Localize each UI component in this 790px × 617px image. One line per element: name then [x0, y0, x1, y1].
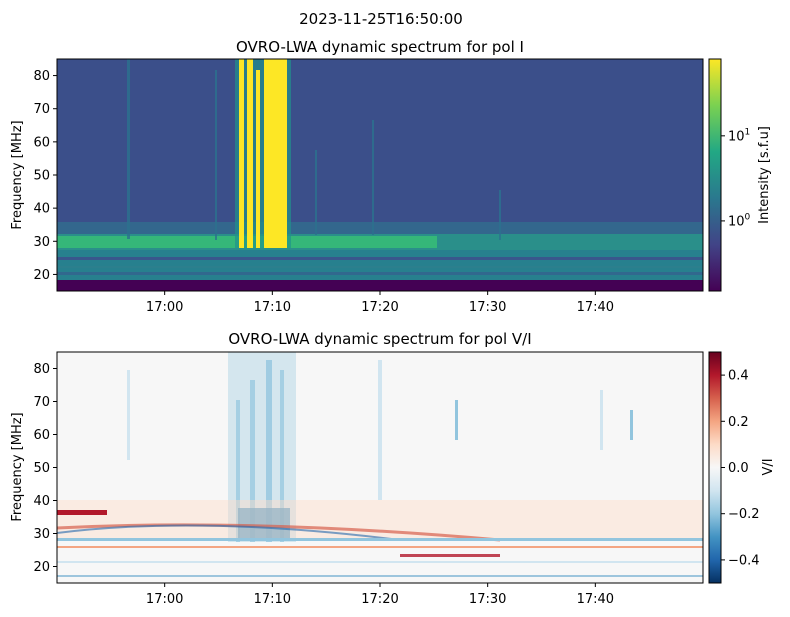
intensity-x-tick-label: 17:10 — [254, 300, 291, 315]
intensity-band-line-2 — [57, 266, 703, 268]
vi-colorbar-tick-label: 0.4 — [728, 369, 749, 384]
vi-faint-streaks — [127, 360, 633, 500]
intensity-streak-1 — [127, 59, 130, 239]
vi-y-tick-label: 50 — [33, 461, 50, 476]
intensity-streak-2 — [215, 70, 217, 240]
intensity-burst-strand-1 — [239, 59, 244, 248]
vi-streak-5 — [630, 410, 633, 440]
intensity-band-haze — [57, 222, 703, 234]
vi-band-arc-red — [57, 523, 501, 542]
vi-colorbar-tick-label: 0.2 — [728, 415, 749, 430]
vi-burst-strand-2 — [250, 380, 255, 542]
vi-band-haze — [57, 500, 703, 540]
intensity-y-tick-label: 60 — [33, 135, 50, 150]
intensity-band-line-3 — [57, 272, 703, 275]
vi-colorbar: 0.4 0.2 0.0 −0.2 −0.4 V/I — [708, 351, 776, 584]
vi-low-freq-bands — [57, 500, 703, 577]
panel-vi: OVRO-LWA dynamic spectrum for pol V/I — [10, 330, 776, 607]
intensity-y-axis: 20 30 40 50 60 70 80 Frequency [MHz] — [10, 69, 57, 283]
vi-y-ticks: 20 30 40 50 60 70 80 — [33, 362, 57, 575]
vi-band-red-2 — [57, 546, 703, 548]
intensity-band-teal — [57, 250, 703, 280]
intensity-colorbar-tick-label: 100 — [728, 212, 751, 229]
vi-band-blue-3 — [57, 575, 703, 577]
vi-y-tick-label: 80 — [33, 362, 50, 377]
vi-band-blue-1 — [57, 538, 703, 541]
panel-intensity: OVRO-LWA dynamic spectrum for pol I — [10, 38, 772, 315]
intensity-y-tick-label: 50 — [33, 169, 50, 184]
vi-x-tick-label: 17:40 — [577, 592, 614, 607]
vi-x-tick-label: 17:20 — [361, 592, 398, 607]
vi-burst-region — [228, 352, 296, 542]
intensity-x-tick-label: 17:30 — [469, 300, 506, 315]
vi-y-tick-label: 30 — [33, 527, 50, 542]
intensity-x-tick-label: 17:40 — [577, 300, 614, 315]
vi-streak-4 — [600, 390, 603, 450]
vi-x-tick-label: 17:10 — [254, 592, 291, 607]
intensity-band-floor — [57, 280, 703, 291]
intensity-y-tick-label: 80 — [33, 69, 50, 84]
panel-intensity-title: OVRO-LWA dynamic spectrum for pol I — [236, 38, 524, 56]
vi-band-blue-2 — [57, 561, 703, 563]
intensity-faint-streaks — [127, 59, 501, 240]
vi-streak-1 — [127, 370, 130, 460]
intensity-streak-5 — [499, 190, 501, 240]
intensity-type-iii-burst — [239, 59, 287, 248]
intensity-colorbar: 100 101 Intensity [s.f.u] — [708, 58, 772, 292]
intensity-x-axis: 17:00 17:10 17:20 17:30 17:40 — [146, 291, 614, 315]
intensity-y-tick-label: 30 — [33, 235, 50, 250]
intensity-y-tick-label: 20 — [33, 268, 50, 283]
vi-colorbar-label: V/I — [761, 458, 776, 475]
vi-band-arc-blue — [57, 524, 401, 541]
vi-colorbar-tick-label: 0.0 — [728, 461, 749, 476]
intensity-low-freq-band — [57, 222, 703, 291]
intensity-colorbar-ticks: 100 101 — [721, 127, 751, 229]
vi-x-tick-label: 17:00 — [146, 592, 183, 607]
vi-x-axis: 17:00 17:10 17:20 17:30 17:40 — [146, 583, 614, 607]
vi-burst-strand-1 — [236, 400, 240, 542]
vi-y-tick-label: 20 — [33, 560, 50, 575]
figure-suptitle: 2023-11-25T16:50:00 — [299, 10, 463, 28]
vi-burst-base — [238, 508, 290, 538]
intensity-colorbar-label: Intensity [s.f.u] — [757, 126, 772, 224]
vi-burst-strand-4 — [280, 370, 284, 542]
intensity-band-line-1 — [57, 257, 703, 260]
intensity-burst-strand-2 — [247, 59, 253, 248]
intensity-y-tick-label: 70 — [33, 102, 50, 117]
intensity-x-tick-label: 17:20 — [361, 300, 398, 315]
vi-colorbar-tick-label: −0.4 — [728, 553, 760, 568]
intensity-streak-3 — [372, 120, 374, 235]
vi-band-red-3 — [400, 554, 500, 557]
vi-y-tick-label: 40 — [33, 494, 50, 509]
vi-streak-3 — [455, 400, 458, 440]
vi-band-red-1 — [57, 510, 107, 515]
vi-streak-2 — [378, 360, 382, 500]
intensity-streak-4 — [315, 150, 317, 235]
intensity-heatmap — [57, 59, 703, 291]
intensity-x-tick-label: 17:00 — [146, 300, 183, 315]
vi-heatmap — [57, 352, 703, 583]
intensity-y-ticks: 20 30 40 50 60 70 80 — [33, 69, 57, 283]
vi-x-tick-label: 17:30 — [469, 592, 506, 607]
intensity-burst-core — [264, 59, 287, 248]
vi-colorbar-gradient — [708, 351, 722, 584]
vi-colorbar-ticks: 0.4 0.2 0.0 −0.2 −0.4 — [721, 369, 760, 568]
vi-burst-strand-3 — [266, 360, 272, 542]
intensity-colorbar-tick-label: 101 — [728, 127, 750, 144]
intensity-y-tick-label: 40 — [33, 202, 50, 217]
intensity-colorbar-gradient — [708, 58, 722, 292]
panel-vi-title: OVRO-LWA dynamic spectrum for pol V/I — [228, 330, 531, 348]
vi-y-tick-label: 60 — [33, 428, 50, 443]
intensity-burst-strand-3 — [256, 70, 260, 248]
vi-y-tick-label: 70 — [33, 395, 50, 410]
vi-y-axis: 20 30 40 50 60 70 80 Frequency [MHz] — [10, 362, 57, 575]
vi-colorbar-tick-label: −0.2 — [728, 507, 760, 522]
intensity-y-axis-label: Frequency [MHz] — [10, 120, 25, 229]
vi-y-axis-label: Frequency [MHz] — [10, 412, 25, 521]
